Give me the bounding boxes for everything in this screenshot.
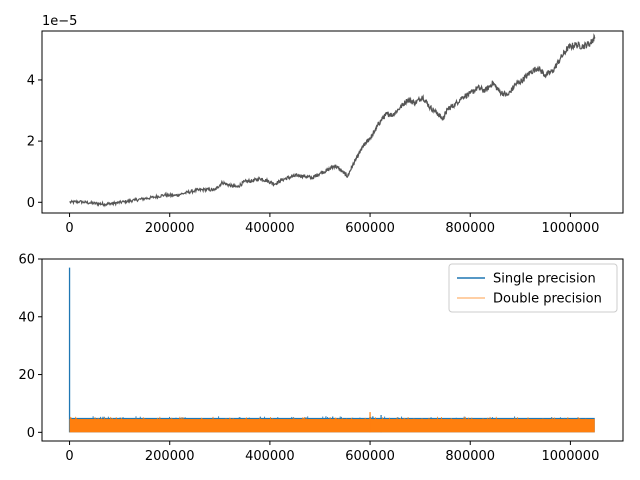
offset-label: 1e−5 (42, 14, 77, 29)
top-x-tick-label: 200000 (145, 221, 195, 236)
top-x-tick-label: 400000 (245, 221, 295, 236)
top-y-tick-label: 2 (27, 135, 35, 150)
series-line-error (69, 33, 596, 208)
bottom-x-tick-label: 800000 (445, 449, 495, 464)
bottom-y-tick-label: 0 (27, 426, 35, 441)
legend-label: Single precision (493, 272, 596, 287)
top-x-tick-label: 600000 (345, 221, 395, 236)
legend: Single precision Double precision (448, 263, 618, 313)
chart-bottom: 0 200000 400000 600000 800000 1000000 0 20 40 60 S… (18, 253, 624, 464)
bottom-y-tick-label: 20 (18, 368, 35, 383)
bottom-x-tick-label: 400000 (245, 449, 295, 464)
chart-top: 0 200000 400000 600000 800000 1000000 0 2 4 1e−5 (27, 14, 624, 236)
bottom-axes-frame (41, 258, 624, 442)
bottom-x-tick-label: 200000 (145, 449, 195, 464)
top-x-tick-label: 0 (65, 221, 73, 236)
bottom-x-tick-label: 1000000 (541, 449, 599, 464)
bottom-x-tick-label: 600000 (345, 449, 395, 464)
series-double-band (69, 419, 595, 433)
bottom-y-tick-label: 60 (18, 253, 35, 268)
bottom-x-tick-label: 0 (65, 449, 73, 464)
top-x-tick-label: 800000 (445, 221, 495, 236)
legend-label: Double precision (493, 292, 602, 307)
top-y-tick-label: 4 (27, 73, 35, 88)
top-y-tick-label: 0 (27, 196, 35, 211)
bottom-y-tick-label: 40 (18, 310, 35, 325)
top-x-tick-label: 1000000 (541, 221, 599, 236)
legend-frame (448, 263, 618, 313)
top-axes-frame (41, 30, 624, 214)
